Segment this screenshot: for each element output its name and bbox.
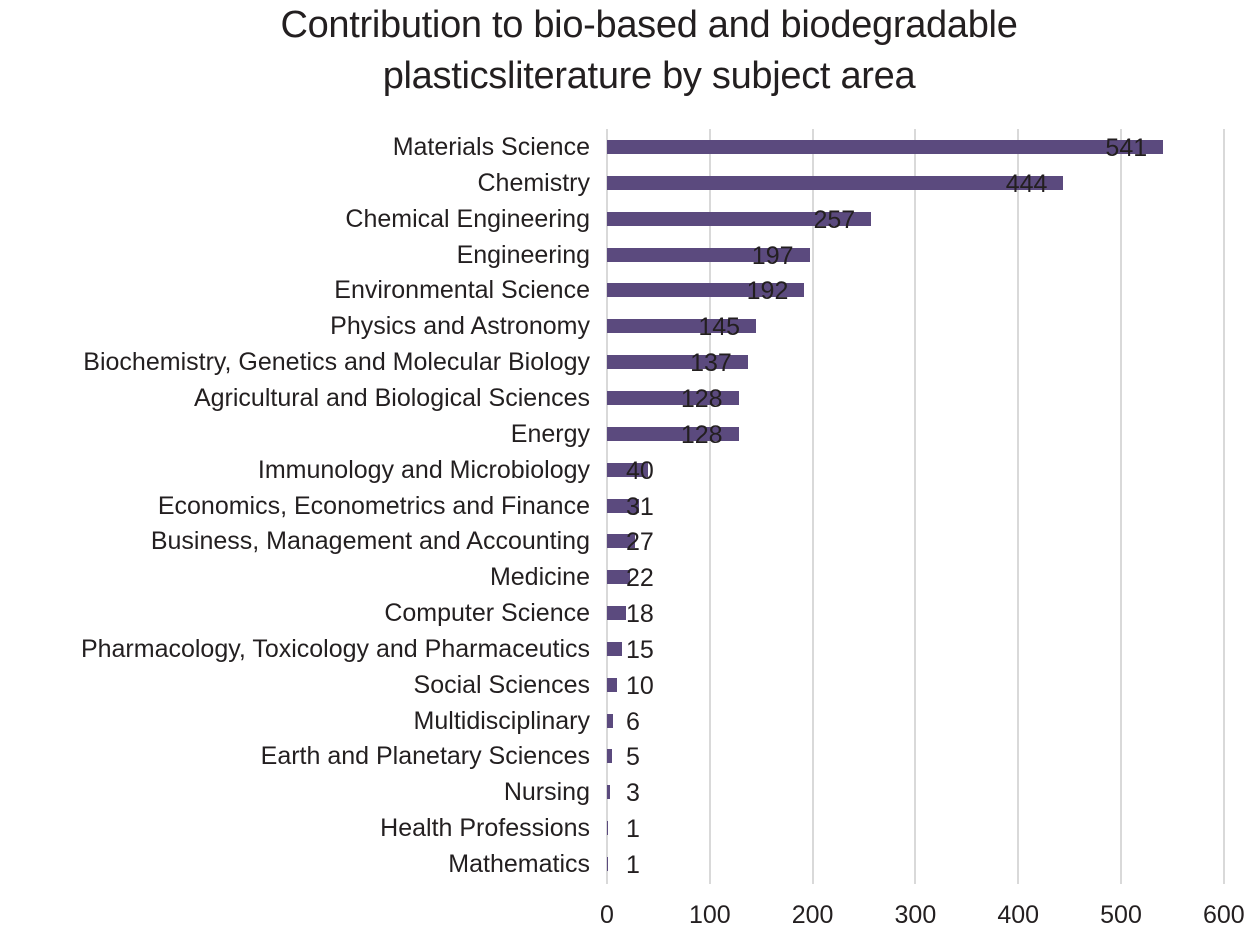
x-axis-tick-label: 100 [688, 901, 731, 929]
chart-title-line-2: plasticsliterature by subject area [382, 55, 916, 97]
y-axis-category-label: Medicine [489, 563, 590, 592]
data-label: 3 [626, 779, 640, 808]
gridline [1017, 129, 1020, 884]
data-label: 541 [1105, 134, 1148, 162]
bar [607, 785, 611, 800]
data-label: 10 [626, 671, 654, 700]
y-axis-category-label: Immunology and Microbiology [257, 455, 590, 484]
bar [607, 247, 810, 262]
x-axis-tick-label: 500 [1100, 901, 1142, 929]
gridline [914, 129, 917, 884]
data-label: 192 [746, 277, 789, 306]
y-axis-category-label: Nursing [503, 778, 590, 807]
x-axis-tick-label: 300 [894, 901, 937, 929]
bar [607, 426, 739, 441]
bar [607, 283, 805, 298]
data-label: 197 [751, 241, 794, 270]
y-axis-category-label: Multidisciplinary [413, 706, 590, 735]
x-axis-tick-label: 200 [791, 901, 834, 929]
x-axis-tick-label: 600 [1202, 901, 1245, 929]
y-axis-category-label: Earth and Planetary Sciences [260, 742, 590, 771]
data-label: 444 [1005, 169, 1048, 198]
data-label: 137 [690, 349, 732, 378]
y-axis-category-label: Business, Management and Accounting [150, 527, 590, 556]
data-label: 257 [813, 205, 856, 234]
y-axis-category-label: Agricultural and Biological Sciences [193, 383, 590, 412]
bar [607, 677, 618, 692]
x-axis-tick-label: 0 [600, 901, 614, 929]
data-label: 27 [626, 528, 654, 557]
y-axis-category-label: Health Professions [380, 814, 590, 843]
bar [607, 857, 609, 871]
data-label: 1 [626, 851, 640, 879]
bar [607, 355, 748, 370]
y-axis-category-label: Mathematics [448, 850, 590, 878]
data-label: 15 [626, 635, 654, 664]
y-axis-category-label: Physics and Astronomy [330, 312, 590, 341]
bar [607, 211, 872, 226]
data-label: 1 [626, 815, 640, 844]
bar [607, 570, 630, 585]
bar [607, 749, 613, 764]
y-axis-category-label: Materials Science [392, 133, 590, 161]
y-axis-category-label: Chemistry [477, 168, 590, 197]
y-axis-category-label: Biochemistry, Genetics and Molecular Bio… [83, 348, 590, 377]
data-label: 5 [626, 743, 640, 772]
bar [607, 821, 609, 836]
bar [607, 534, 635, 549]
bar [607, 713, 614, 728]
chart-title: Contribution to bio-based and biodegrada… [0, 0, 1250, 102]
bar [607, 140, 1164, 154]
y-axis-category-label: Environmental Science [334, 276, 590, 305]
gridline [1120, 129, 1122, 884]
y-axis-category-label: Computer Science [384, 599, 590, 628]
y-axis-category-label: Engineering [456, 240, 590, 269]
y-axis-category-label: Pharmacology, Toxicology and Pharmaceuti… [80, 634, 590, 663]
bar [607, 175, 1064, 190]
data-label: 128 [680, 384, 723, 413]
data-label: 6 [626, 707, 640, 736]
bar [607, 390, 739, 405]
data-label: 22 [626, 564, 654, 593]
y-axis-category-label: Economics, Econometrics and Finance [157, 491, 590, 520]
bar [607, 498, 639, 513]
gridline [1222, 129, 1225, 884]
data-label: 31 [626, 492, 654, 521]
data-label: 145 [698, 313, 741, 342]
bar [607, 641, 623, 656]
x-axis-tick-label: 400 [997, 901, 1040, 929]
gridline [811, 129, 814, 884]
bar [607, 462, 649, 477]
y-axis-category-label: Energy [510, 419, 590, 448]
gridline [708, 129, 711, 884]
bar [607, 606, 626, 621]
y-axis-category-label: Chemical Engineering [345, 204, 590, 233]
data-label: 128 [680, 420, 723, 449]
data-label: 18 [626, 600, 654, 629]
y-axis-category-label: Social Sciences [413, 670, 590, 699]
bar [607, 319, 757, 334]
data-label: 40 [626, 456, 654, 485]
chart-title-line-1: Contribution to bio-based and biodegrada… [280, 4, 1018, 46]
